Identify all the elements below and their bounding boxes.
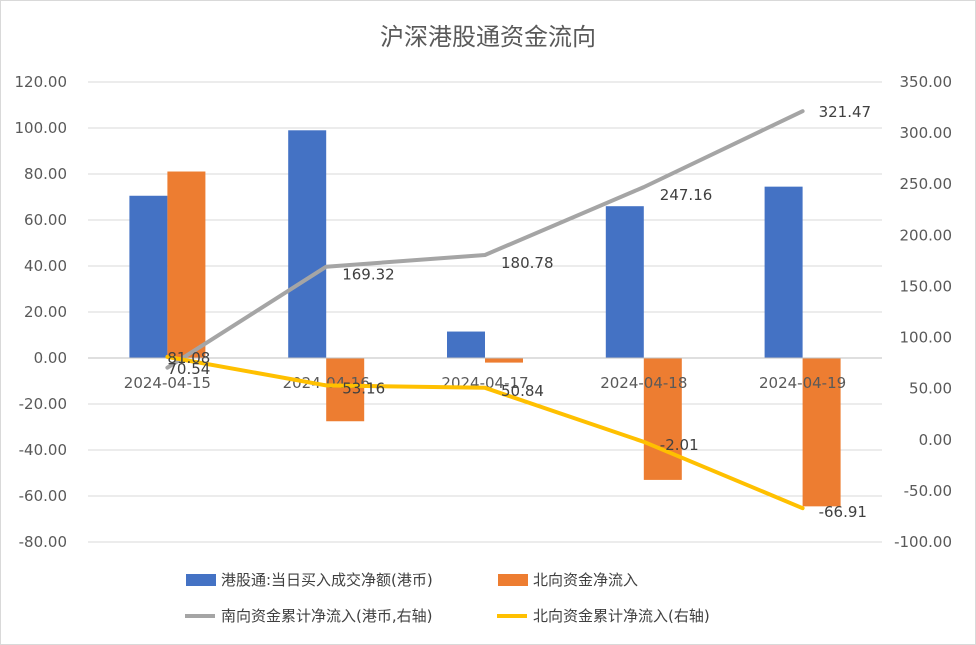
data-label: -66.91 [819, 503, 867, 521]
left-tick-label: 100.00 [15, 119, 68, 137]
legend-item: 北向资金净流入 [498, 571, 638, 589]
gridlines [88, 81, 882, 543]
left-tick-label: -60.00 [19, 487, 67, 505]
right-tick-label: 250.00 [900, 175, 953, 193]
data-label: 53.16 [342, 379, 385, 397]
legend-label: 北向资金净流入 [533, 571, 638, 589]
bar-series [129, 130, 841, 507]
data-label: 180.78 [501, 254, 554, 272]
right-tick-label: 200.00 [900, 226, 953, 244]
legend-item: 南向资金累计净流入(港币,右轴) [185, 607, 432, 625]
legend-item: 港股通:当日买入成交净额(港币) [186, 571, 433, 589]
data-label: 321.47 [819, 103, 872, 121]
chart-title: 沪深港股通资金流向 [380, 23, 596, 51]
data-label: 247.16 [660, 186, 713, 204]
right-tick-label: 0.00 [919, 431, 952, 449]
bar [326, 358, 365, 422]
series-line [165, 354, 805, 511]
left-tick-label: 60.00 [24, 211, 67, 229]
left-tick-label: 80.00 [24, 165, 67, 183]
right-tick-label: -100.00 [894, 533, 952, 551]
data-label: 169.32 [342, 266, 395, 284]
right-tick-label: 350.00 [900, 73, 953, 91]
legend-item: 北向资金累计净流入(右轴) [497, 607, 710, 625]
right-tick-label: 100.00 [900, 329, 953, 347]
left-tick-label: -40.00 [19, 441, 67, 459]
category-label: 2024-04-19 [759, 374, 846, 392]
bar [129, 195, 168, 358]
bar [643, 358, 682, 480]
legend-swatch [186, 574, 216, 586]
right-tick-label: 50.00 [909, 380, 952, 398]
left-tick-label: -80.00 [19, 533, 67, 551]
bar [167, 171, 206, 358]
series-line [165, 109, 805, 370]
legend-swatch [498, 574, 528, 586]
left-axis-ticks: 120.00 100.00 80.00 60.00 40.00 20.00 0.00 -20.… [15, 73, 68, 551]
bar [802, 358, 841, 507]
category-label: 2024-04-15 [124, 374, 211, 392]
right-axis-ticks: 350.00 300.00 250.00 200.00 150.00 100.00 50.0… [894, 73, 952, 551]
data-label: 81.08 [167, 349, 210, 367]
left-tick-label: -20.00 [19, 395, 67, 413]
legend-label: 南向资金累计净流入(港币,右轴) [221, 607, 432, 625]
bar [288, 130, 327, 358]
bar [764, 186, 803, 358]
data-label: 70.54 [167, 360, 210, 378]
legend-label: 北向资金累计净流入(右轴) [533, 607, 710, 625]
right-tick-label: 150.00 [900, 277, 953, 295]
data-label: 50.84 [501, 382, 544, 400]
left-tick-label: 40.00 [24, 257, 67, 275]
left-tick-label: 20.00 [24, 303, 67, 321]
line-series [165, 109, 805, 511]
bar [485, 358, 523, 363]
category-label: 2024-04-18 [600, 374, 687, 392]
bar [447, 331, 485, 358]
legend-label: 港股通:当日买入成交净额(港币) [221, 571, 433, 589]
right-tick-label: -50.00 [904, 482, 952, 500]
left-tick-label: 120.00 [15, 73, 68, 91]
left-tick-label: 0.00 [34, 349, 67, 367]
data-label: -2.01 [660, 436, 699, 454]
right-tick-label: 300.00 [900, 124, 953, 142]
bar [605, 206, 644, 358]
